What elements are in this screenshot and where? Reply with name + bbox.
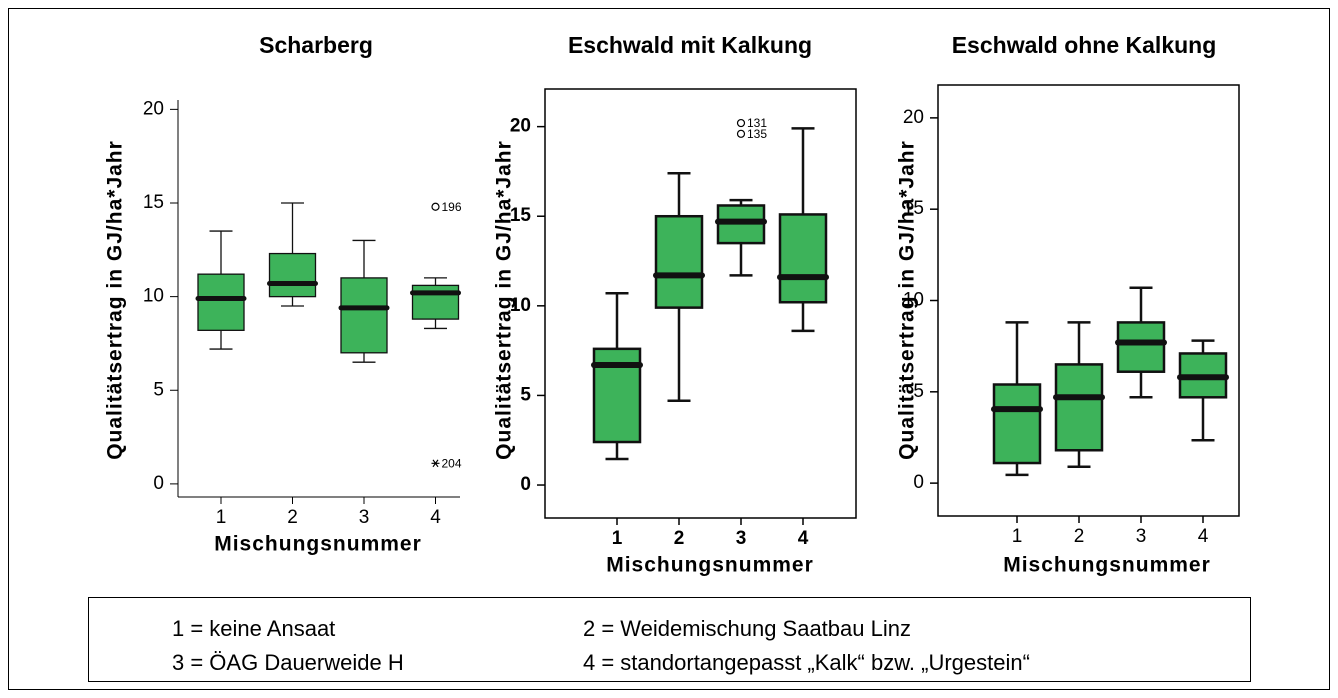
y-tick-label: 15 bbox=[143, 192, 164, 213]
x-tick-label: 4 bbox=[1198, 526, 1209, 547]
y-tick-label: 20 bbox=[143, 98, 164, 119]
y-tick-label: 0 bbox=[153, 473, 164, 494]
outlier-label: 196 bbox=[442, 200, 462, 214]
x-axis-label: Mischungsnummer bbox=[606, 554, 814, 577]
chart-title: Eschwald mit Kalkung bbox=[568, 32, 812, 58]
y-axis-label: Qualitätsertrag in GJ/ha*Jahr bbox=[104, 140, 127, 460]
y-tick-label: 10 bbox=[143, 286, 164, 307]
box bbox=[340, 277, 388, 354]
outlier-label: 135 bbox=[747, 127, 767, 141]
y-tick-label: 20 bbox=[903, 107, 924, 128]
box bbox=[992, 383, 1042, 465]
x-tick-label: 1 bbox=[612, 528, 623, 549]
legend-box bbox=[88, 597, 1251, 682]
outlier bbox=[736, 129, 746, 138]
x-tick-label: 3 bbox=[1136, 526, 1147, 547]
x-axis-label: Mischungsnummer bbox=[1003, 554, 1211, 577]
y-tick-label: 0 bbox=[520, 474, 531, 495]
x-tick-label: 2 bbox=[1074, 526, 1085, 547]
y-tick-label: 0 bbox=[913, 472, 924, 493]
x-tick-label: 3 bbox=[736, 528, 747, 549]
x-tick-label: 4 bbox=[430, 507, 441, 528]
box bbox=[268, 252, 317, 298]
legend-item: 4 = standortangepasst „Kalk“ bzw. „Urges… bbox=[583, 650, 1030, 675]
y-axis-label: Qualitätsertrag in GJ/ha*Jahr bbox=[493, 140, 516, 460]
chart-title: Eschwald ohne Kalkung bbox=[952, 32, 1217, 58]
chart-title: Scharberg bbox=[259, 32, 373, 58]
box bbox=[197, 273, 245, 331]
box bbox=[1116, 321, 1166, 373]
legend-item: 3 = ÖAG Dauerweide H bbox=[172, 650, 404, 675]
y-axis-label: Qualitätsertrag in GJ/ha*Jahr bbox=[896, 140, 919, 460]
x-axis-label: Mischungsnummer bbox=[214, 533, 422, 556]
x-tick-label: 1 bbox=[1012, 526, 1023, 547]
legend-item: 2 = Weidemischung Saatbau Linz bbox=[583, 616, 911, 641]
x-tick-label: 2 bbox=[287, 507, 298, 528]
x-tick-label: 3 bbox=[359, 507, 370, 528]
y-tick-label: 10 bbox=[510, 295, 531, 316]
outlier bbox=[431, 459, 440, 468]
y-tick-label: 5 bbox=[520, 384, 531, 405]
legend-item: 1 = keine Ansaat bbox=[172, 616, 335, 641]
box bbox=[778, 213, 828, 304]
x-tick-label: 4 bbox=[798, 528, 809, 549]
y-tick-label: 15 bbox=[903, 198, 924, 219]
outlier-label: 131 bbox=[747, 116, 767, 130]
x-tick-label: 1 bbox=[216, 507, 227, 528]
outlier bbox=[431, 202, 440, 211]
y-tick-label: 10 bbox=[903, 290, 924, 311]
outlier bbox=[736, 118, 746, 128]
plot-frame bbox=[544, 88, 857, 519]
y-tick-label: 5 bbox=[913, 381, 924, 402]
y-tick-label: 5 bbox=[153, 379, 164, 400]
outlier-label: 204 bbox=[442, 456, 462, 470]
x-tick-label: 2 bbox=[674, 528, 685, 549]
box bbox=[654, 214, 704, 309]
y-tick-label: 15 bbox=[510, 205, 532, 226]
y-tick-label: 20 bbox=[510, 116, 531, 137]
box bbox=[1054, 363, 1104, 452]
